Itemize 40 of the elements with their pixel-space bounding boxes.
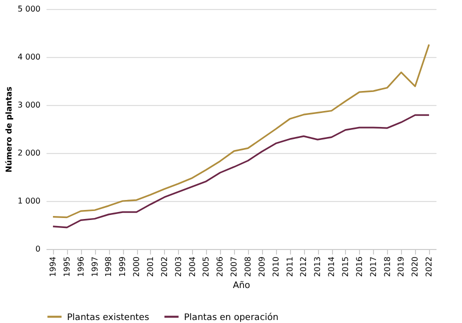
- x-tick-label: 2001: [146, 256, 155, 277]
- x-tick-label: 1997: [90, 256, 100, 277]
- x-tick-label: 2017: [368, 256, 378, 277]
- x-tick-label: 2018: [382, 256, 392, 277]
- legend-label: Plantas en operación: [184, 312, 278, 323]
- x-tick-label: 2020: [410, 256, 420, 277]
- x-tick-label: 2015: [340, 256, 350, 277]
- x-tick-label: 2012: [299, 256, 308, 277]
- x-tick-label: 2000: [132, 256, 142, 277]
- x-tick-label: 2005: [202, 256, 211, 277]
- x-tick-label: 2002: [160, 256, 169, 277]
- y-tick-label: 5 000: [18, 4, 40, 14]
- y-tick-label: 3 000: [18, 100, 40, 110]
- x-tick-label: 2010: [271, 256, 280, 277]
- x-tick-label: 1999: [118, 256, 128, 277]
- line-series: [52, 114, 430, 228]
- x-tick-label: 2013: [313, 256, 322, 277]
- x-tick-label: 2003: [174, 256, 183, 277]
- x-tick-label: 1994: [48, 256, 58, 277]
- x-tick-label: 2009: [257, 256, 266, 277]
- x-tick-label: 2022: [424, 256, 434, 277]
- y-tick-label: 4 000: [18, 52, 40, 62]
- x-tick-label: 2011: [285, 256, 294, 277]
- x-tick-label: 1998: [104, 256, 114, 277]
- legend-label: Plantas existentes: [67, 312, 150, 323]
- x-tick-label: 2007: [230, 256, 239, 277]
- x-tick-label: 2014: [327, 256, 336, 277]
- x-tick-label: 2016: [354, 256, 364, 277]
- y-tick-label: 0: [35, 244, 40, 254]
- x-tick-label: 2006: [216, 256, 225, 277]
- x-tick-label: 1995: [62, 256, 72, 277]
- x-tick-label: 1996: [76, 256, 86, 277]
- y-tick-label: 1 000: [18, 196, 40, 206]
- line-series: [52, 44, 430, 218]
- x-tick-label: 2019: [396, 256, 406, 277]
- y-axis-title: Número de plantas: [4, 86, 14, 172]
- x-tick-label: 2004: [188, 256, 197, 277]
- x-tick-label: 2008: [243, 256, 252, 277]
- y-tick-label: 2 000: [18, 148, 40, 158]
- x-axis-title: Año: [232, 280, 251, 291]
